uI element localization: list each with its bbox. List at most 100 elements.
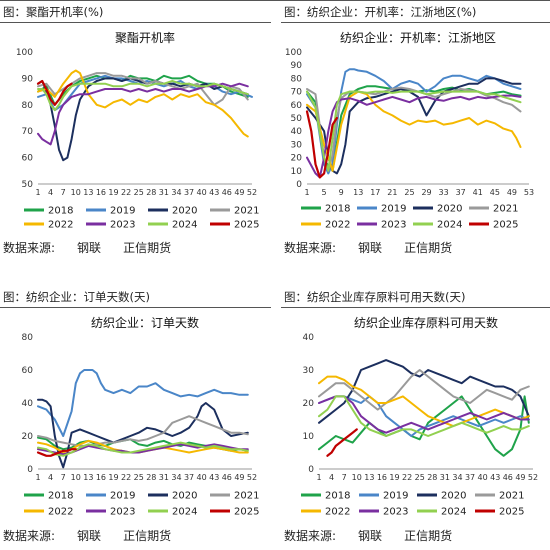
series-line-2023 [318,395,530,434]
x-tick-label: 21 [387,188,397,197]
x-tick-label: 45 [490,188,500,197]
legend-label-2021: 2021 [499,491,524,502]
y-tick-label: 50 [291,114,303,124]
legend-label-2020: 2020 [172,491,197,502]
x-tick-label: 53 [524,188,534,197]
x-tick-label: 7 [61,188,66,197]
legend-label-2025: 2025 [234,507,259,518]
source-name-1: 钢联 [77,241,102,255]
legend-label-2024: 2024 [441,507,466,518]
series-line-2021 [37,72,249,106]
legend-label-2018: 2018 [48,491,73,502]
x-tick-label: 40 [197,188,207,197]
legend-label-2025: 2025 [493,220,518,231]
x-tick-label: 22 [121,473,131,482]
legend-label-2021: 2021 [234,491,259,502]
legend-label-2018: 2018 [325,491,350,502]
x-tick-label: 41 [473,188,483,197]
legend-label-2023: 2023 [110,220,135,231]
x-tick-label: 7 [342,473,347,482]
y-tick-label: 0 [296,180,302,190]
series-line-2024 [37,80,249,112]
panel-header-text: 图：纺织企业库存原料可用天数(天) [284,290,466,304]
x-tick-label: 43 [490,473,500,482]
legend-label-2024: 2024 [172,507,197,518]
source-prefix: 数据来源: [284,241,337,255]
panel-textile-operating-rate-jiangzhe: 图：纺织企业：开机率：江浙地区(%) 纺织企业：开机率：江浙地区 0 10 20 30 4… [281,2,550,260]
x-tick-label: 31 [440,473,450,482]
x-tick-label: 10 [352,473,362,482]
x-tick-label: 43 [209,188,219,197]
legend-label-2022: 2022 [48,220,73,231]
x-tick-label: 9 [339,188,344,197]
x-tick-label: 34 [171,188,181,197]
x-tick-label: 33 [439,188,449,197]
data-source: 数据来源: 钢联 正信期货 [284,239,452,256]
legend-label-2025: 2025 [499,507,524,518]
x-tick-label: 43 [209,473,219,482]
y-tick-label: 60 [22,154,34,164]
panel-header-text: 图：聚酯开机率(%) [3,5,104,19]
panel-header: 图：纺织企业：订单天数(天) [0,287,271,308]
x-tick-label: 34 [452,473,462,482]
x-tick-label: 22 [121,188,131,197]
legend-label-2024: 2024 [437,220,462,231]
series-line-2023 [306,94,522,179]
source-name-1: 钢联 [77,529,102,543]
source-prefix: 数据来源: [3,529,56,543]
y-tick-label: 70 [291,88,303,98]
panel-header: 图：聚酯开机率(%) [0,2,271,23]
x-tick-label: 37 [184,188,194,197]
x-tick-label: 19 [108,188,118,197]
legend-label-2024: 2024 [172,220,197,231]
y-tick-label: 80 [22,333,34,343]
series-line-2022 [318,375,530,428]
source-name-2: 正信期货 [404,529,453,543]
series-line-2023 [37,82,249,146]
legend-label-2020: 2020 [441,491,466,502]
x-tick-label: 46 [222,188,232,197]
series-line-2022 [37,69,249,138]
y-tick-label: 40 [291,127,303,137]
legend-label-2018: 2018 [325,204,350,215]
y-tick-label: 20 [291,154,303,164]
x-tick-label: 16 [377,473,387,482]
series-line-2025 [36,79,73,106]
legend-label-2022: 2022 [325,220,350,231]
chart-title: 纺织企业：开机率：江浙地区 [340,30,496,45]
y-tick-label: 10 [291,167,303,177]
legend-label-2019: 2019 [381,204,406,215]
y-tick-label: 30 [291,140,303,150]
x-tick-label: 10 [71,473,81,482]
x-tick-label: 31 [159,473,169,482]
x-tick-label: 29 [421,188,431,197]
series-line-2025 [36,448,77,457]
y-tick-label: 60 [291,101,303,111]
legend-label-2023: 2023 [383,507,408,518]
data-source: 数据来源: 钢联 正信期货 [3,239,171,256]
series-line-2021 [318,369,530,411]
x-tick-label: 28 [146,473,156,482]
x-tick-label: 34 [171,473,181,482]
x-tick-label: 1 [304,188,309,197]
top-divider [0,0,550,1]
series-line-2020 [37,77,249,162]
legend-label-2019: 2019 [383,491,408,502]
y-tick-label: 0 [308,465,314,475]
y-tick-label: 100 [285,48,302,58]
x-tick-label: 13 [83,188,93,197]
data-source: 数据来源: 钢联 正信期货 [3,527,171,544]
chart-title: 纺织企业库存原料可用天数 [354,315,498,330]
x-tick-label: 1 [35,473,40,482]
source-name-2: 正信期货 [123,529,172,543]
x-tick-label: 4 [48,188,53,197]
y-tick-label: 80 [22,101,34,111]
legend-label-2023: 2023 [110,507,135,518]
panel-header-text: 图：纺织企业：开机率：江浙地区(%) [284,5,477,19]
legend-label-2019: 2019 [110,491,135,502]
x-tick-label: 4 [48,473,53,482]
y-tick-label: 10 [303,432,315,442]
y-tick-label: 20 [22,432,34,442]
x-tick-label: 13 [364,473,374,482]
x-tick-label: 40 [478,473,488,482]
